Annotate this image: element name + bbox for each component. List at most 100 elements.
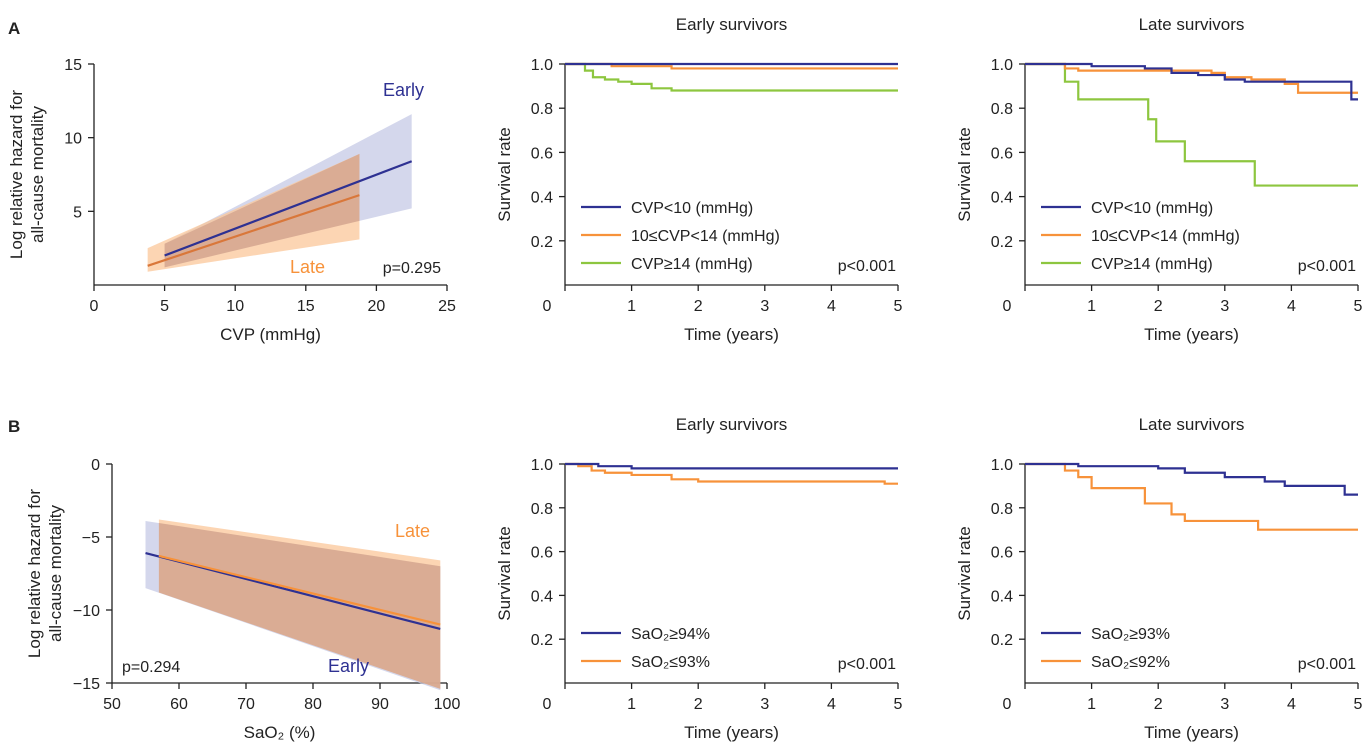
legend-label: SaO₂≤92%	[1091, 654, 1170, 671]
survival-curve	[1025, 62, 1358, 94]
y-tick-label: 0.2	[531, 234, 553, 251]
y-axis-label-line: all-cause mortality	[28, 106, 47, 243]
x-tick-label: 15	[297, 298, 315, 315]
axes-A-early: 0 1 2 3 4 5 0.2 0.4 0.6 0.8 1.0 Time (years) Surviva…	[495, 15, 903, 344]
x-tick-label: 50	[103, 696, 121, 713]
x-tick-label: 2	[1154, 696, 1163, 713]
x-tick-label: 0	[90, 298, 99, 315]
legend-label: SaO₂≥93%	[1091, 626, 1170, 643]
y-tick-label: 0.2	[991, 632, 1013, 649]
x-tick-label: 3	[760, 696, 769, 713]
y-tick-label: 0.8	[531, 101, 553, 118]
y-axis-label-line: Log relative hazard for	[25, 489, 44, 658]
regression-line-late	[158, 554, 441, 626]
x-tick-label: 3	[1220, 696, 1229, 713]
y-tick-label: 0.2	[991, 234, 1013, 251]
survival-curve	[565, 62, 898, 92]
x-tick-label: 80	[304, 696, 322, 713]
survival-curve	[1025, 462, 1358, 496]
y-tick-label: 0.4	[531, 190, 553, 207]
axes-A-late: 0 1 2 3 4 5 0.2 0.4 0.6 0.8 1.0 Time (years) Surviva…	[955, 15, 1363, 344]
y-tick-label: −5	[82, 530, 100, 547]
y-tick-label: 0.2	[531, 632, 553, 649]
y-tick-label: −10	[73, 603, 100, 620]
km-B-early: SaO₂≥94% SaO₂≤93% p<0.001	[565, 462, 898, 673]
legend-label: 10≤CVP<14 (mmHg)	[631, 228, 780, 245]
axes-B-regression: 50 60 70 80 90 100 0 −5 −10 −15 SaO₂ (%) Log relati…	[25, 457, 460, 742]
chart-title: Early survivors	[676, 415, 787, 434]
x-tick-label: 5	[160, 298, 169, 315]
chart-title: Late survivors	[1139, 415, 1245, 434]
regression-line-early	[164, 160, 413, 257]
x-axis-label: Time (years)	[1144, 325, 1239, 344]
chart-title: Late survivors	[1139, 15, 1245, 34]
x-tick-label: 2	[1154, 298, 1163, 315]
x-tick-label: 10	[226, 298, 244, 315]
regression-B-regression	[145, 519, 441, 691]
x-tick-label: 2	[694, 696, 703, 713]
y-tick-label: 0.8	[531, 501, 553, 518]
survival-curve	[1025, 462, 1358, 531]
km-B-late: SaO₂≥93% SaO₂≤92% p<0.001	[1025, 462, 1358, 673]
y-tick-label: 1.0	[991, 57, 1013, 74]
x-tick-label: 0	[543, 696, 552, 713]
legend-label: CVP<10 (mmHg)	[631, 200, 753, 217]
km-A-late: CVP<10 (mmHg) 10≤CVP<14 (mmHg) CVP≥14 (mmH…	[1025, 62, 1358, 275]
x-tick-label: 90	[371, 696, 389, 713]
x-tick-label: 3	[1220, 298, 1229, 315]
x-tick-label: 2	[694, 298, 703, 315]
x-tick-label: 5	[894, 298, 903, 315]
x-axis-label: Time (years)	[684, 325, 779, 344]
series-label-early: Early	[383, 80, 424, 100]
p-value-label: p=0.294	[122, 659, 180, 676]
y-axis-label: Log relative hazard for all-cause mortali…	[25, 489, 65, 658]
axes-B-late: 0 1 2 3 4 5 0.2 0.4 0.6 0.8 1.0 Time (years) Surviva…	[955, 415, 1363, 742]
x-tick-label: 5	[894, 696, 903, 713]
y-tick-label: 1.0	[531, 57, 553, 74]
x-tick-label: 100	[434, 696, 461, 713]
y-tick-label: 0.8	[991, 501, 1013, 518]
y-tick-label: −15	[73, 676, 100, 693]
y-tick-label: 0	[91, 457, 100, 474]
x-tick-label: 60	[170, 696, 188, 713]
x-tick-label: 5	[1354, 696, 1363, 713]
y-tick-label: 1.0	[991, 457, 1013, 474]
y-tick-label: 0.6	[991, 145, 1013, 162]
p-value-label: p<0.001	[1298, 258, 1356, 275]
y-axis-label: Survival rate	[955, 127, 974, 221]
y-tick-label: 5	[73, 204, 82, 221]
series-label-late: Late	[395, 521, 430, 541]
y-tick-label: 1.0	[531, 457, 553, 474]
y-tick-label: 15	[64, 57, 82, 74]
y-axis-label: Log relative hazard for all-cause mortali…	[7, 90, 47, 259]
legend-label: 10≤CVP<14 (mmHg)	[1091, 228, 1240, 245]
x-tick-label: 5	[1354, 298, 1363, 315]
panel-label-a: A	[8, 19, 20, 38]
legend-label: SaO₂≥94%	[631, 626, 710, 643]
y-tick-label: 10	[64, 131, 82, 148]
survival-curve	[1025, 62, 1358, 101]
p-value-label: p=0.295	[383, 260, 441, 277]
x-axis-label: CVP (mmHg)	[220, 325, 321, 344]
x-tick-label: 70	[237, 696, 255, 713]
x-tick-label: 4	[1287, 696, 1296, 713]
x-tick-label: 1	[627, 696, 636, 713]
legend-label: CVP≥14 (mmHg)	[631, 256, 753, 273]
panel-label-b: B	[8, 417, 20, 436]
y-tick-label: 0.6	[991, 545, 1013, 562]
series-label-early: Early	[328, 656, 369, 676]
y-tick-label: 0.4	[991, 588, 1013, 605]
x-tick-label: 3	[760, 298, 769, 315]
confidence-band-overlap	[164, 153, 360, 268]
x-tick-label: 20	[368, 298, 386, 315]
legend-label: CVP≥14 (mmHg)	[1091, 256, 1213, 273]
x-tick-label: 1	[1087, 298, 1096, 315]
axes-A-regression: 0 5 10 15 20 25 5 10 15 CVP (mmHg) Log relative ha…	[7, 57, 456, 344]
regression-line-late	[147, 194, 360, 267]
y-axis-label-line: all-cause mortality	[46, 505, 65, 642]
x-tick-label: 4	[1287, 298, 1296, 315]
y-tick-label: 0.6	[531, 145, 553, 162]
x-axis-label: SaO₂ (%)	[244, 723, 316, 742]
